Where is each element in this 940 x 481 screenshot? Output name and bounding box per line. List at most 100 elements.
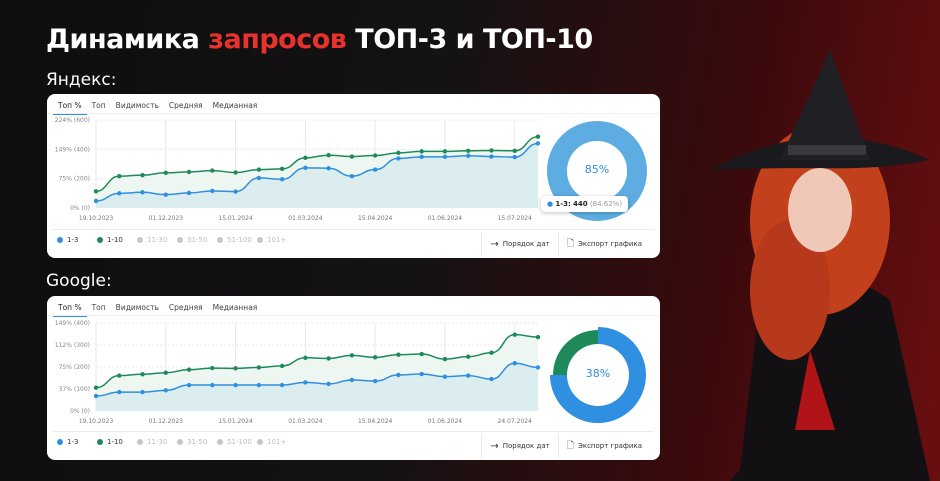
data-point-1-3[interactable] bbox=[326, 166, 331, 171]
data-point-1-3[interactable] bbox=[163, 192, 168, 197]
data-point-1-10[interactable] bbox=[466, 354, 471, 359]
data-point-1-10[interactable] bbox=[466, 148, 471, 153]
data-point-1-10[interactable] bbox=[396, 352, 401, 357]
data-point-1-3[interactable] bbox=[535, 141, 541, 146]
data-point-1-10[interactable] bbox=[256, 167, 262, 172]
legend-item-11-30[interactable]: 11-30 bbox=[137, 438, 177, 446]
data-point-1-3[interactable] bbox=[186, 382, 192, 388]
data-point-1-10[interactable] bbox=[535, 334, 541, 340]
data-point-1-3[interactable] bbox=[279, 177, 285, 182]
tab-1[interactable]: Топ bbox=[91, 303, 106, 312]
data-point-1-3[interactable] bbox=[396, 156, 401, 161]
data-point-1-10[interactable] bbox=[140, 372, 145, 377]
legend-item-1-3[interactable]: 1-3 bbox=[57, 236, 97, 244]
data-point-1-3[interactable] bbox=[117, 191, 122, 196]
tab-3[interactable]: Средняя bbox=[168, 303, 203, 312]
tab-4[interactable]: Медианная bbox=[212, 101, 258, 110]
data-point-1-3[interactable] bbox=[512, 154, 517, 160]
data-point-1-10[interactable] bbox=[117, 373, 122, 378]
data-point-1-10[interactable] bbox=[326, 153, 331, 158]
export-chart-button[interactable]: 🗋 Экспорт графика bbox=[557, 434, 650, 458]
data-point-1-10[interactable] bbox=[419, 149, 424, 154]
data-point-1-10[interactable] bbox=[326, 356, 331, 361]
data-point-1-3[interactable] bbox=[233, 189, 238, 194]
legend-item-51-100[interactable]: 51-100 bbox=[217, 438, 257, 446]
data-point-1-3[interactable] bbox=[233, 382, 238, 388]
data-point-1-3[interactable] bbox=[466, 373, 471, 378]
data-point-1-10[interactable] bbox=[233, 366, 238, 371]
data-point-1-10[interactable] bbox=[163, 370, 168, 375]
legend-item-31-50[interactable]: 31-50 bbox=[177, 236, 217, 244]
data-point-1-10[interactable] bbox=[279, 166, 285, 172]
data-point-1-10[interactable] bbox=[372, 153, 378, 158]
data-point-1-3[interactable] bbox=[303, 165, 308, 171]
tab-2[interactable]: Видимость bbox=[115, 303, 159, 312]
data-point-1-3[interactable] bbox=[210, 188, 215, 194]
tab-2[interactable]: Видимость bbox=[115, 101, 159, 110]
data-point-1-3[interactable] bbox=[489, 376, 494, 382]
data-point-1-3[interactable] bbox=[93, 393, 99, 399]
export-chart-button[interactable]: 🗋 Экспорт графика bbox=[557, 232, 650, 256]
legend-item-1-10[interactable]: 1-10 bbox=[97, 236, 137, 244]
data-point-1-10[interactable] bbox=[93, 189, 99, 194]
data-point-1-10[interactable] bbox=[512, 332, 517, 337]
data-point-1-3[interactable] bbox=[372, 167, 378, 172]
data-point-1-3[interactable] bbox=[442, 374, 448, 379]
legend-item-1-10[interactable]: 1-10 bbox=[97, 438, 137, 446]
data-point-1-10[interactable] bbox=[535, 134, 541, 139]
data-point-1-3[interactable] bbox=[489, 154, 494, 159]
data-point-1-10[interactable] bbox=[442, 149, 448, 154]
data-point-1-10[interactable] bbox=[140, 172, 145, 178]
data-point-1-10[interactable] bbox=[233, 170, 238, 175]
data-point-1-3[interactable] bbox=[93, 198, 99, 204]
tab-3[interactable]: Средняя bbox=[168, 101, 203, 110]
data-point-1-3[interactable] bbox=[140, 389, 145, 395]
data-point-1-10[interactable] bbox=[303, 355, 308, 360]
data-point-1-10[interactable] bbox=[256, 365, 262, 370]
legend-item-51-100[interactable]: 51-100 bbox=[217, 236, 257, 244]
legend-item-101+[interactable]: 101+ bbox=[257, 236, 297, 244]
data-point-1-3[interactable] bbox=[396, 372, 401, 378]
data-point-1-10[interactable] bbox=[117, 173, 122, 179]
data-point-1-3[interactable] bbox=[349, 173, 355, 179]
data-point-1-3[interactable] bbox=[210, 382, 215, 388]
tab-0[interactable]: Топ % bbox=[53, 299, 87, 317]
data-point-1-3[interactable] bbox=[117, 389, 122, 395]
data-point-1-3[interactable] bbox=[442, 154, 448, 160]
data-point-1-3[interactable] bbox=[256, 382, 262, 388]
tab-1[interactable]: Топ bbox=[91, 101, 106, 110]
data-point-1-10[interactable] bbox=[210, 168, 215, 173]
data-point-1-3[interactable] bbox=[140, 190, 145, 195]
data-point-1-10[interactable] bbox=[93, 385, 99, 390]
legend-item-101+[interactable]: 101+ bbox=[257, 438, 297, 446]
data-point-1-10[interactable] bbox=[489, 350, 494, 355]
data-point-1-10[interactable] bbox=[186, 169, 192, 175]
data-point-1-3[interactable] bbox=[349, 377, 355, 383]
legend-item-31-50[interactable]: 31-50 bbox=[177, 438, 217, 446]
data-point-1-10[interactable] bbox=[210, 365, 215, 371]
data-point-1-3[interactable] bbox=[163, 388, 168, 393]
data-point-1-3[interactable] bbox=[535, 365, 541, 370]
data-point-1-3[interactable] bbox=[326, 381, 331, 387]
data-point-1-3[interactable] bbox=[303, 380, 308, 385]
data-point-1-3[interactable] bbox=[466, 153, 471, 158]
date-order-button[interactable]: → Порядок дат bbox=[481, 232, 557, 256]
data-point-1-3[interactable] bbox=[256, 175, 262, 181]
data-point-1-10[interactable] bbox=[489, 148, 494, 153]
tab-4[interactable]: Медианная bbox=[212, 303, 258, 312]
data-point-1-10[interactable] bbox=[303, 155, 308, 161]
data-point-1-10[interactable] bbox=[396, 150, 401, 156]
data-point-1-3[interactable] bbox=[372, 378, 378, 384]
data-point-1-3[interactable] bbox=[279, 382, 285, 388]
data-point-1-10[interactable] bbox=[349, 353, 355, 358]
legend-item-1-3[interactable]: 1-3 bbox=[57, 438, 97, 446]
data-point-1-10[interactable] bbox=[419, 351, 424, 357]
data-point-1-10[interactable] bbox=[349, 154, 355, 159]
data-point-1-10[interactable] bbox=[186, 367, 192, 372]
data-point-1-10[interactable] bbox=[163, 170, 168, 175]
data-point-1-10[interactable] bbox=[512, 148, 517, 153]
donut-segment-1-10[interactable] bbox=[553, 330, 598, 375]
data-point-1-3[interactable] bbox=[186, 190, 192, 196]
date-order-button[interactable]: → Порядок дат bbox=[481, 434, 557, 458]
tab-0[interactable]: Топ % bbox=[53, 97, 87, 115]
